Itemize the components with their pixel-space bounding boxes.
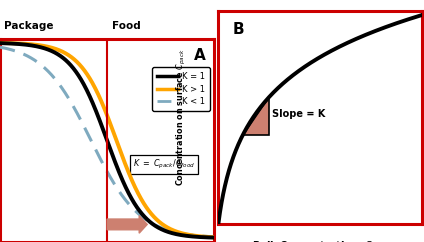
FancyArrow shape: [107, 216, 147, 233]
Polygon shape: [243, 97, 269, 135]
Text: A: A: [194, 48, 206, 63]
Text: B: B: [233, 22, 244, 37]
Text: Food: Food: [112, 22, 141, 31]
Text: Concentration on surface $C_{pack}$: Concentration on surface $C_{pack}$: [175, 48, 188, 186]
Text: Slope = K: Slope = K: [272, 109, 326, 119]
Legend: K = 1, K > 1, K < 1: K = 1, K > 1, K < 1: [152, 67, 210, 111]
Text: $K\ =\ C_{pack}/C_{food}$: $K\ =\ C_{pack}/C_{food}$: [133, 158, 195, 171]
Text: Bulk Concentration, $C_{food}$: Bulk Concentration, $C_{food}$: [252, 239, 388, 242]
Text: Package: Package: [4, 22, 54, 31]
